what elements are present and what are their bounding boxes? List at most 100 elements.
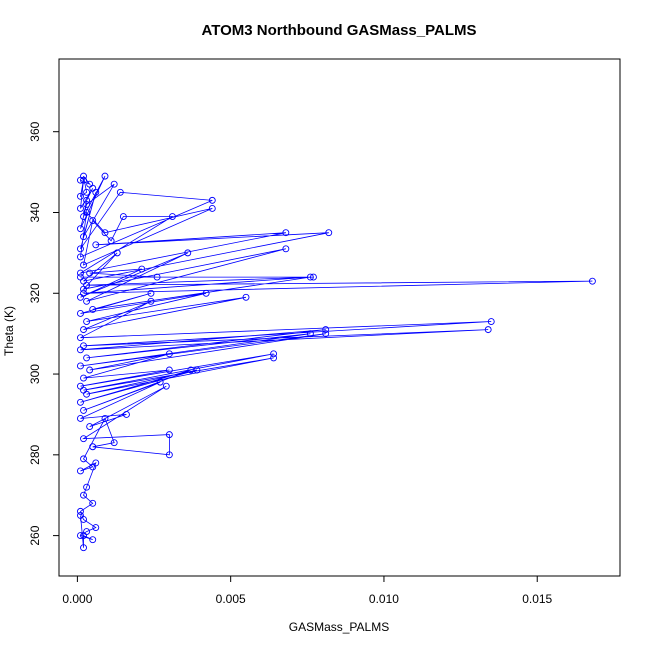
data-point: [80, 406, 87, 414]
data-point: [165, 431, 173, 439]
data-point: [80, 374, 87, 382]
x-axis: 0.000 0.005 0.010 0.015: [62, 575, 553, 606]
data-point: [83, 483, 91, 491]
data-point: [147, 289, 155, 297]
data-point: [83, 390, 91, 398]
data-point: [83, 354, 91, 362]
data-point: [77, 293, 84, 301]
data-point: [77, 310, 84, 317]
data-point: [89, 184, 97, 192]
data-point: [83, 200, 91, 208]
y-tick-label: 260: [28, 525, 42, 545]
data-point: [270, 350, 278, 358]
data-point: [242, 293, 250, 301]
data-point: [487, 318, 495, 325]
y-tick-label: 300: [28, 364, 42, 384]
data-point: [89, 443, 97, 451]
data-point: [77, 532, 84, 540]
data-point: [77, 346, 84, 354]
data-point: [306, 330, 314, 338]
data-point: [113, 249, 121, 257]
data-point: [588, 277, 596, 285]
data-point: [187, 366, 195, 374]
data-point: [86, 423, 94, 431]
data-point: [309, 273, 317, 281]
data-point: [89, 305, 97, 313]
data-point: [282, 245, 290, 253]
data-point: [77, 269, 84, 277]
data-point: [80, 544, 87, 552]
data-point: [80, 176, 87, 184]
y-axis: 260 280 300 320 340 360: [28, 121, 60, 546]
data-point: [168, 213, 176, 220]
data-point: [83, 196, 91, 204]
data-point: [86, 366, 94, 374]
data-point: [116, 188, 124, 196]
series-line: [79, 175, 593, 548]
data-point: [101, 415, 109, 422]
data-point: [77, 467, 84, 475]
data-point: [83, 209, 91, 216]
data-point: [101, 229, 109, 237]
x-tick-label: 0.005: [216, 592, 246, 606]
x-axis-label: GASMass_PALMS: [289, 620, 389, 634]
data-point: [165, 366, 173, 374]
data-point: [77, 511, 84, 519]
data-point: [89, 499, 97, 507]
data-point: [138, 265, 146, 273]
data-point: [184, 249, 192, 257]
data-point: [484, 326, 492, 334]
data-point: [89, 217, 97, 225]
data-point: [92, 524, 100, 531]
x-tick-label: 0.000: [62, 592, 92, 606]
data-point: [77, 415, 84, 422]
data-point: [208, 196, 216, 204]
data-point: [77, 398, 84, 406]
chart-title: ATOM3 Northbound GASMass_PALMS: [201, 22, 476, 39]
y-tick-label: 340: [28, 202, 42, 222]
data-point: [80, 289, 87, 297]
data-point: [156, 378, 164, 386]
data-point: [165, 350, 173, 358]
data-point: [282, 229, 290, 237]
data-point: [208, 204, 216, 212]
data-point: [77, 253, 84, 261]
data-point: [80, 455, 87, 463]
data-point: [77, 273, 84, 281]
data-point: [92, 188, 100, 196]
data-point: [77, 362, 84, 370]
y-tick-label: 320: [28, 283, 42, 303]
data-point: [77, 204, 84, 212]
data-point: [80, 233, 87, 241]
y-axis-label: Theta (K): [2, 306, 16, 356]
data-point: [110, 439, 118, 447]
data-point: [270, 354, 278, 362]
data-point: [83, 318, 91, 325]
data-point: [80, 172, 87, 180]
data-point: [92, 459, 100, 467]
data-point: [306, 273, 314, 281]
data-point: [92, 241, 100, 249]
x-tick-label: 0.010: [369, 592, 399, 606]
data-point: [77, 507, 84, 515]
data-point: [202, 289, 210, 297]
data-point: [86, 269, 94, 277]
data-point: [77, 334, 84, 342]
y-tick-label: 280: [28, 444, 42, 464]
data-point: [110, 180, 118, 188]
data-point: [80, 326, 87, 334]
data-point: [80, 491, 87, 499]
data-point: [122, 410, 130, 418]
data-point: [83, 281, 91, 289]
x-tick-label: 0.015: [522, 592, 552, 606]
data-point: [83, 188, 91, 196]
data-point: [107, 237, 115, 245]
data-point: [80, 532, 87, 540]
data-point: [77, 245, 84, 253]
data-point: [147, 297, 155, 305]
data-point: [80, 435, 87, 443]
data-point: [80, 261, 87, 269]
y-tick-label: 360: [28, 121, 42, 141]
data-point: [322, 330, 330, 338]
